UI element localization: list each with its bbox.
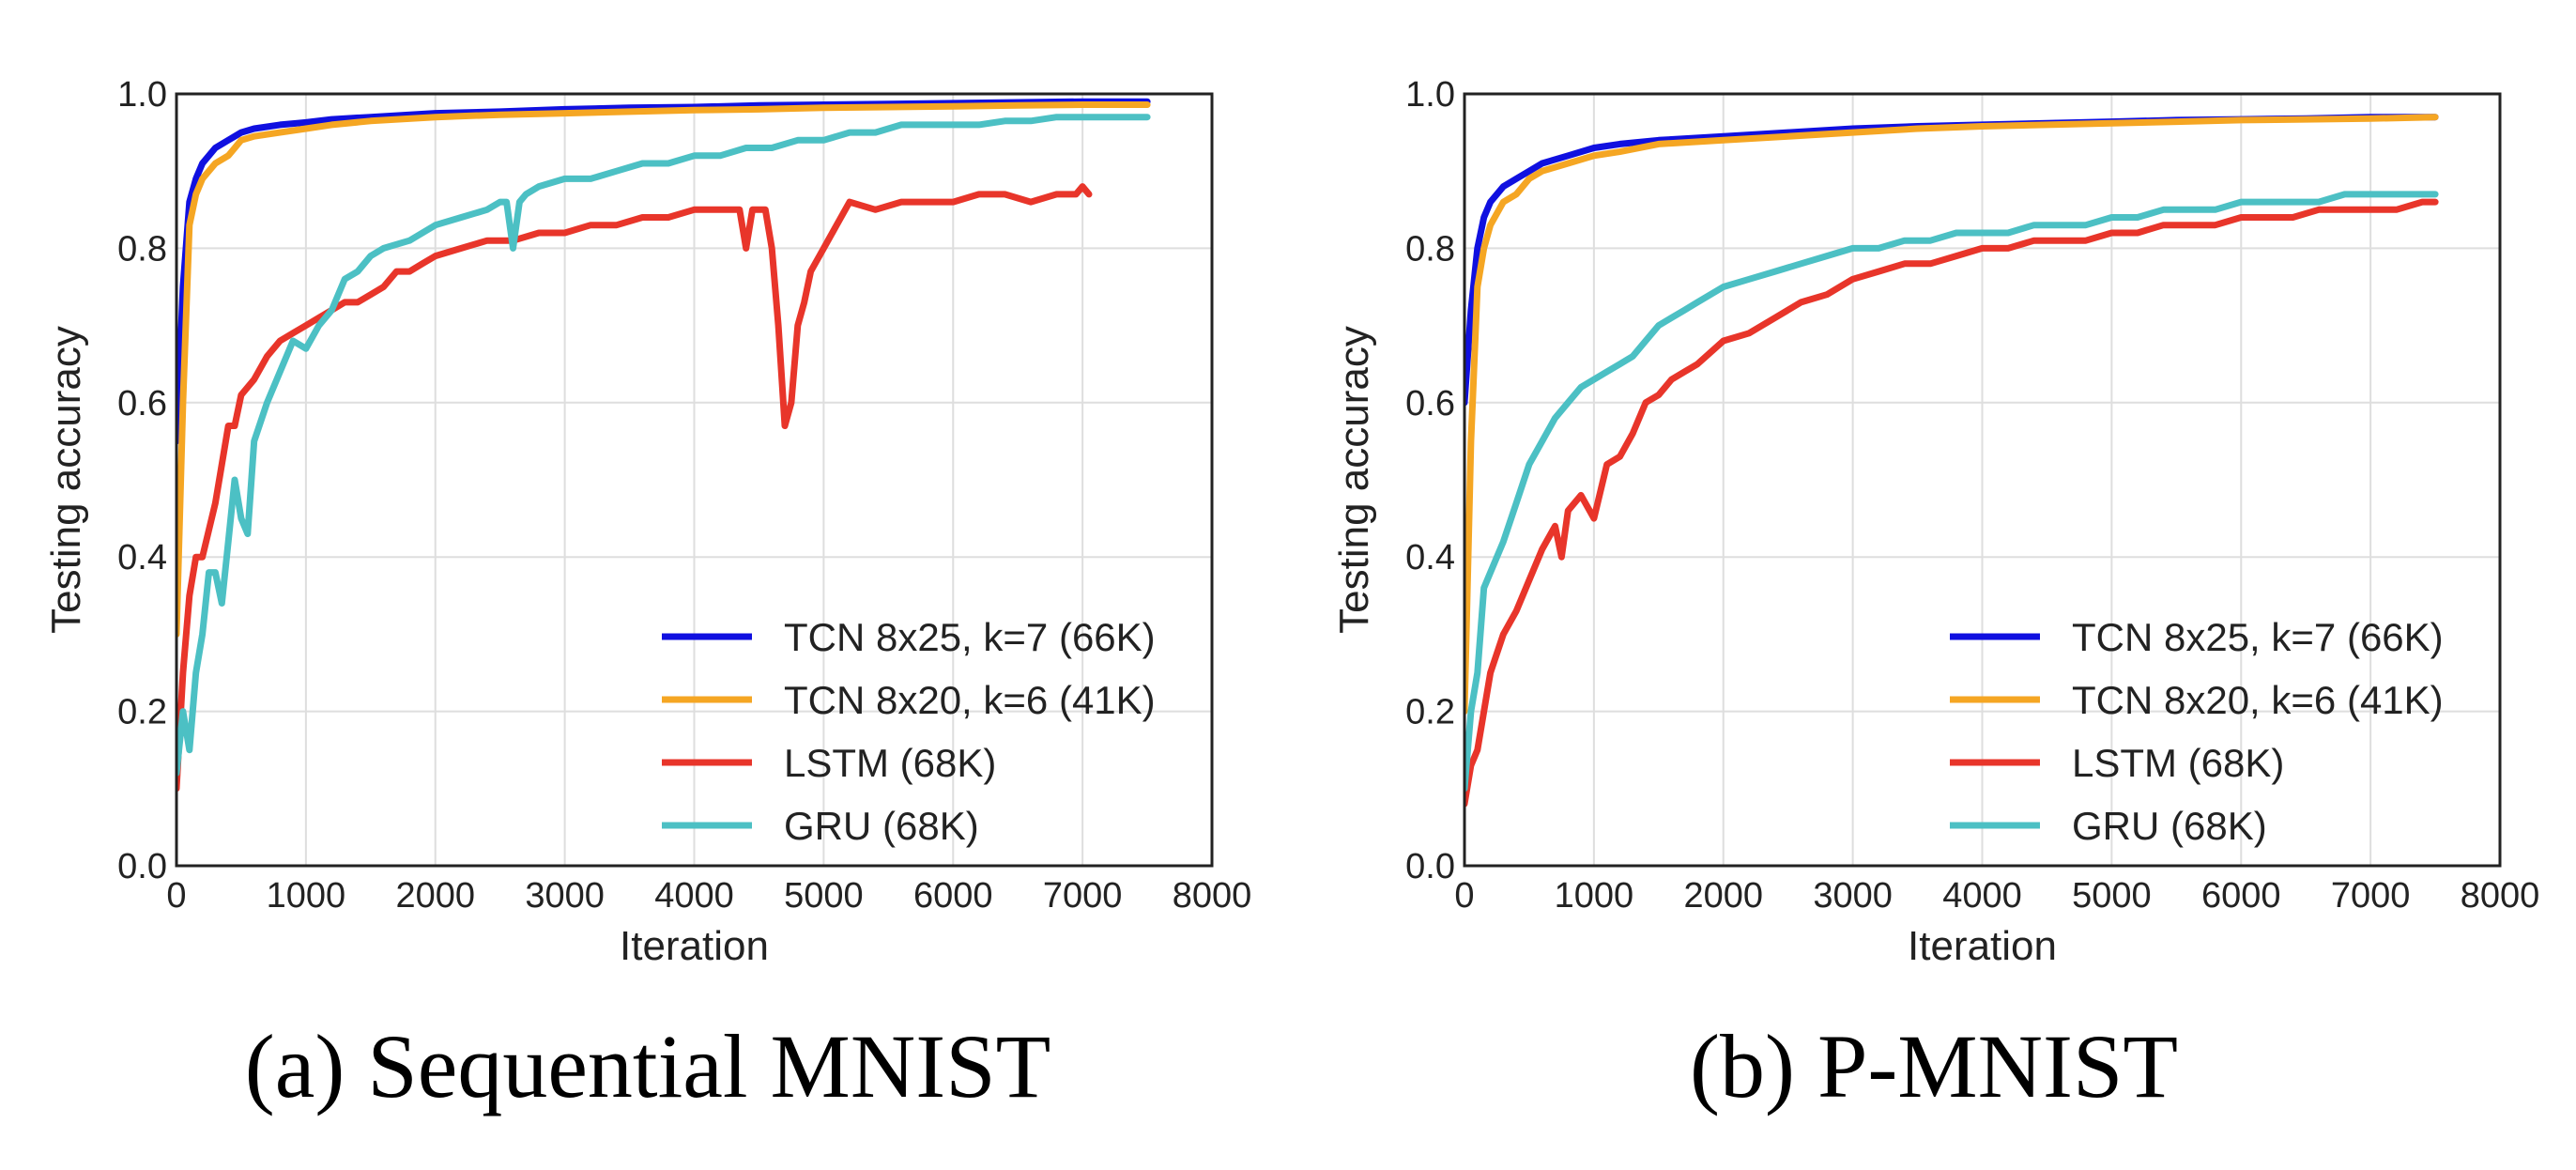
x-axis-label: Iteration — [1908, 923, 2057, 969]
legend-label: TCN 8x25, k=7 (66K) — [2072, 615, 2444, 659]
series-line-1 — [176, 101, 1151, 638]
plot-frame — [175, 92, 1214, 868]
plot-frame — [1463, 92, 2502, 868]
x-tick-label: 3000 — [525, 876, 605, 916]
x-tick-label: 5000 — [2072, 876, 2152, 916]
x-tick-label: 4000 — [654, 876, 734, 916]
y-tick-label: 0.0 — [117, 847, 167, 886]
y-tick-label: 0.2 — [117, 693, 167, 732]
x-tick-label: 8000 — [2461, 876, 2540, 916]
subfigure-caption: (a) Sequential MNIST — [245, 1016, 1050, 1116]
x-tick-label: 6000 — [2201, 876, 2281, 916]
series-line-2 — [1464, 198, 2439, 808]
series-line-2 — [176, 183, 1093, 793]
x-axis-label: Iteration — [620, 923, 769, 969]
y-tick-label: 0.2 — [1405, 693, 1455, 732]
y-tick-label: 1.0 — [117, 75, 167, 115]
y-tick-label: 0.6 — [117, 384, 167, 423]
legend-label: TCN 8x20, k=6 (41K) — [2072, 678, 2444, 722]
y-tick-label: 0.4 — [117, 538, 167, 577]
x-tick-label: 2000 — [1683, 876, 1763, 916]
series-line-3 — [1464, 191, 2439, 793]
x-tick-label: 5000 — [784, 876, 864, 916]
y-tick-label: 0.4 — [1405, 538, 1455, 577]
legend-label: TCN 8x25, k=7 (66K) — [784, 615, 1156, 659]
x-tick-label: 3000 — [1813, 876, 1893, 916]
y-axis-label: Testing accuracy — [43, 326, 89, 634]
legend-label: GRU (68K) — [2072, 804, 2267, 848]
x-tick-label: 6000 — [913, 876, 993, 916]
series-line-3 — [176, 114, 1151, 777]
y-tick-label: 0.6 — [1405, 384, 1455, 423]
x-tick-label: 2000 — [395, 876, 475, 916]
chart-panel-0: 0 1000 2000 3000 4000 5000 6000 7000 8000 0.0 0.2 0… — [43, 75, 1251, 1116]
x-tick-label: 7000 — [2331, 876, 2411, 916]
chart-panel-1: 0 1000 2000 3000 4000 5000 6000 7000 8000 0.0 0.2 0… — [1331, 75, 2539, 1116]
legend-label: TCN 8x20, k=6 (41K) — [784, 678, 1156, 722]
legend-label: LSTM (68K) — [784, 741, 996, 785]
x-tick-label: 8000 — [1173, 876, 1252, 916]
legend-label: GRU (68K) — [784, 804, 979, 848]
series-line-0 — [176, 98, 1151, 445]
x-tick-label: 1000 — [267, 876, 346, 916]
x-tick-label: 0 — [1454, 876, 1474, 916]
subfigure-caption: (b) P-MNIST — [1690, 1016, 2178, 1116]
y-tick-label: 1.0 — [1405, 75, 1455, 115]
y-tick-label: 0.8 — [1405, 229, 1455, 269]
x-tick-label: 4000 — [1942, 876, 2022, 916]
x-tick-label: 0 — [166, 876, 186, 916]
y-tick-label: 0.0 — [1405, 847, 1455, 886]
x-tick-label: 7000 — [1043, 876, 1123, 916]
x-tick-label: 1000 — [1555, 876, 1634, 916]
y-tick-label: 0.8 — [117, 229, 167, 269]
legend-label: LSTM (68K) — [2072, 741, 2284, 785]
series-line-1 — [1464, 114, 2439, 716]
y-axis-label: Testing accuracy — [1331, 326, 1377, 634]
